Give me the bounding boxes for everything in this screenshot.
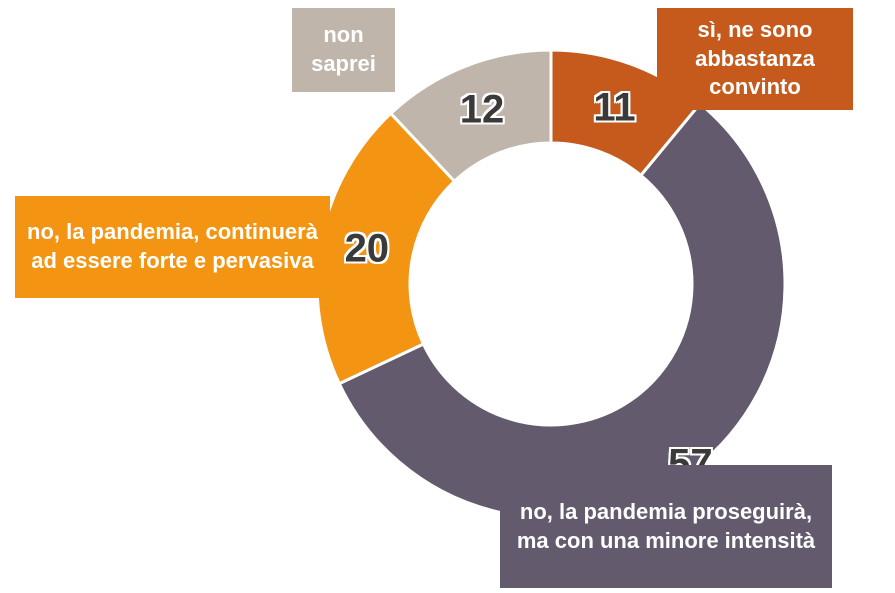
category-label: no, la pandemia proseguirà, ma con una m…: [500, 465, 832, 588]
slice: [337, 101, 787, 520]
slice: [315, 111, 457, 386]
value-label: 20: [344, 226, 390, 271]
value-label: 12: [459, 87, 505, 132]
category-label: non saprei: [292, 8, 395, 92]
category-label: no, la pandemia, continuerà ad essere fo…: [15, 196, 330, 298]
slice: [388, 48, 553, 184]
category-label: sì, ne sono abbastanza convinto: [657, 8, 853, 110]
value-label: 11: [593, 85, 636, 130]
